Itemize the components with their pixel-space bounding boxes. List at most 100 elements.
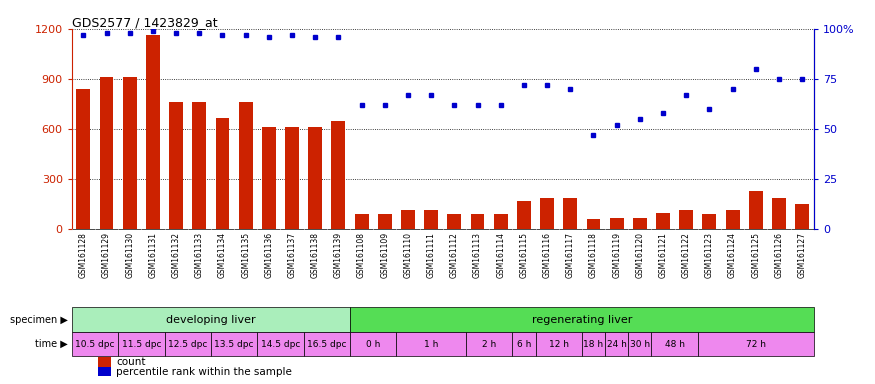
Text: specimen ▶: specimen ▶ <box>10 314 67 324</box>
FancyBboxPatch shape <box>396 332 466 356</box>
Text: GSM161132: GSM161132 <box>172 232 180 278</box>
Bar <box>471 214 485 229</box>
Bar <box>610 218 624 229</box>
Text: 10.5 dpc: 10.5 dpc <box>75 339 115 349</box>
Bar <box>564 199 578 229</box>
Bar <box>215 118 229 229</box>
Text: GSM161120: GSM161120 <box>635 232 644 278</box>
Bar <box>795 204 809 229</box>
Text: 14.5 dpc: 14.5 dpc <box>261 339 300 349</box>
FancyBboxPatch shape <box>164 332 211 356</box>
Bar <box>517 201 531 229</box>
Text: GSM161130: GSM161130 <box>125 232 134 278</box>
FancyBboxPatch shape <box>698 332 814 356</box>
Text: GSM161128: GSM161128 <box>79 232 88 278</box>
FancyBboxPatch shape <box>536 332 582 356</box>
Text: 24 h: 24 h <box>606 339 626 349</box>
Text: GSM161122: GSM161122 <box>682 232 690 278</box>
Text: 1 h: 1 h <box>424 339 438 349</box>
Bar <box>192 102 206 229</box>
Text: GSM161137: GSM161137 <box>288 232 297 278</box>
Bar <box>679 210 693 229</box>
Text: GSM161135: GSM161135 <box>242 232 250 278</box>
Text: GSM161114: GSM161114 <box>496 232 505 278</box>
Bar <box>98 367 111 377</box>
Bar <box>424 210 438 229</box>
Bar <box>401 210 415 229</box>
FancyBboxPatch shape <box>582 332 605 356</box>
Bar <box>98 357 111 367</box>
FancyBboxPatch shape <box>628 332 651 356</box>
Bar <box>262 127 276 229</box>
Text: percentile rank within the sample: percentile rank within the sample <box>116 367 292 377</box>
Text: 72 h: 72 h <box>746 339 766 349</box>
Bar <box>239 102 253 229</box>
Bar <box>100 77 114 229</box>
Text: GSM161121: GSM161121 <box>659 232 668 278</box>
FancyBboxPatch shape <box>72 332 118 356</box>
Bar <box>493 214 507 229</box>
Bar <box>169 102 183 229</box>
Bar <box>378 214 392 229</box>
Text: GSM161123: GSM161123 <box>705 232 714 278</box>
Text: GSM161112: GSM161112 <box>450 232 458 278</box>
Text: GSM161113: GSM161113 <box>473 232 482 278</box>
Text: GSM161116: GSM161116 <box>542 232 551 278</box>
Bar <box>633 218 647 229</box>
Text: GDS2577 / 1423829_at: GDS2577 / 1423829_at <box>72 16 217 29</box>
FancyBboxPatch shape <box>118 332 164 356</box>
FancyBboxPatch shape <box>651 332 698 356</box>
Bar <box>332 121 346 229</box>
Text: 13.5 dpc: 13.5 dpc <box>214 339 254 349</box>
FancyBboxPatch shape <box>257 332 304 356</box>
Text: GSM161134: GSM161134 <box>218 232 227 278</box>
FancyBboxPatch shape <box>350 332 396 356</box>
Text: 0 h: 0 h <box>366 339 381 349</box>
FancyBboxPatch shape <box>606 332 628 356</box>
Text: GSM161139: GSM161139 <box>334 232 343 278</box>
Text: GSM161124: GSM161124 <box>728 232 737 278</box>
Text: count: count <box>116 357 146 367</box>
Text: GSM161126: GSM161126 <box>774 232 783 278</box>
Text: GSM161138: GSM161138 <box>311 232 319 278</box>
FancyBboxPatch shape <box>466 332 513 356</box>
FancyBboxPatch shape <box>72 307 350 332</box>
Text: 12.5 dpc: 12.5 dpc <box>168 339 207 349</box>
Text: GSM161133: GSM161133 <box>195 232 204 278</box>
Text: 6 h: 6 h <box>517 339 531 349</box>
Bar <box>76 89 90 229</box>
Bar <box>749 191 763 229</box>
Text: 11.5 dpc: 11.5 dpc <box>122 339 161 349</box>
Text: GSM161131: GSM161131 <box>149 232 157 278</box>
Bar <box>308 127 322 229</box>
FancyBboxPatch shape <box>350 307 814 332</box>
Text: 48 h: 48 h <box>665 339 684 349</box>
Bar <box>354 214 368 229</box>
Bar <box>447 214 461 229</box>
Text: GSM161117: GSM161117 <box>566 232 575 278</box>
Text: 2 h: 2 h <box>482 339 496 349</box>
Text: GSM161127: GSM161127 <box>798 232 807 278</box>
Bar <box>656 213 670 229</box>
Text: GSM161108: GSM161108 <box>357 232 366 278</box>
Text: GSM161111: GSM161111 <box>427 232 436 278</box>
Text: 12 h: 12 h <box>549 339 569 349</box>
Text: GSM161129: GSM161129 <box>102 232 111 278</box>
Bar <box>703 214 717 229</box>
Text: GSM161136: GSM161136 <box>264 232 273 278</box>
Bar <box>540 199 554 229</box>
FancyBboxPatch shape <box>513 332 536 356</box>
Bar <box>586 219 600 229</box>
Bar <box>146 35 160 229</box>
Bar <box>725 210 739 229</box>
Bar <box>772 199 786 229</box>
Text: 18 h: 18 h <box>584 339 604 349</box>
Text: 30 h: 30 h <box>630 339 650 349</box>
Bar <box>285 127 299 229</box>
Text: GSM161110: GSM161110 <box>403 232 412 278</box>
Bar <box>123 77 136 229</box>
FancyBboxPatch shape <box>304 332 350 356</box>
Text: GSM161119: GSM161119 <box>612 232 621 278</box>
Text: GSM161118: GSM161118 <box>589 232 598 278</box>
Text: GSM161125: GSM161125 <box>752 232 760 278</box>
